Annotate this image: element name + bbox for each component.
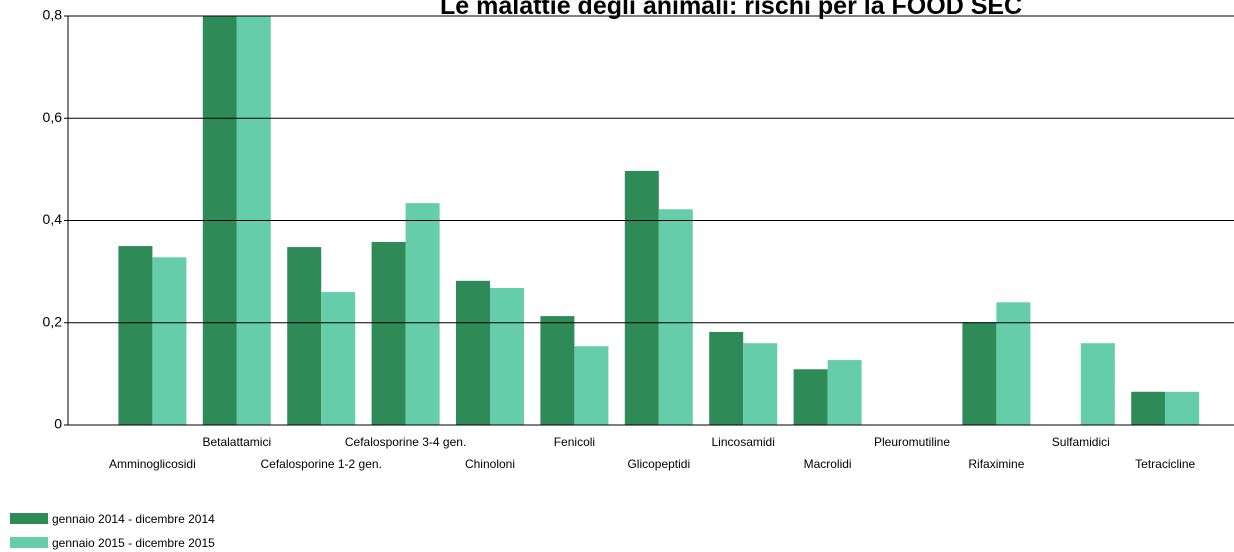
bar <box>152 257 187 425</box>
chart-title: Le malattie degli animali: rischi per la… <box>440 0 1022 20</box>
x-tick-label: Fenicoli <box>554 435 595 449</box>
bar <box>743 343 778 425</box>
bar <box>793 369 828 425</box>
bar <box>709 331 744 425</box>
x-tick-label: Cefalosporine 1-2 gen. <box>260 457 381 471</box>
y-tick-label: 0,6 <box>43 109 63 125</box>
bar <box>574 346 609 425</box>
bar <box>624 170 659 425</box>
bar <box>962 322 997 425</box>
bar <box>658 209 693 425</box>
bar <box>827 360 862 425</box>
bar <box>996 302 1031 425</box>
x-tick-label: Macrolidi <box>804 457 852 471</box>
x-tick-label: Pleuromutiline <box>874 435 950 449</box>
x-tick-label: Lincosamidi <box>712 435 775 449</box>
legend-swatch <box>10 513 48 524</box>
y-tick-label: 0 <box>54 416 62 432</box>
bar <box>321 292 356 425</box>
bar <box>371 241 406 425</box>
bar <box>1131 391 1166 425</box>
x-tick-label: Chinoloni <box>465 457 515 471</box>
bar <box>1080 343 1115 425</box>
bar <box>236 16 271 425</box>
bar <box>1165 391 1200 425</box>
x-tick-label: Cefalosporine 3-4 gen. <box>345 435 466 449</box>
x-tick-label: Glicopeptidi <box>627 457 690 471</box>
x-tick-label: Betalattamici <box>202 435 271 449</box>
bar <box>490 287 524 425</box>
bars <box>118 16 1200 425</box>
x-tick-label: Rifaximine <box>968 457 1024 471</box>
x-tick-label: Sulfamidici <box>1052 435 1110 449</box>
legend-label: gennaio 2014 - dicembre 2014 <box>52 512 215 526</box>
y-tick-label: 0,2 <box>43 313 63 329</box>
bar <box>118 246 153 425</box>
bar <box>540 316 575 425</box>
legend-swatch <box>10 537 48 548</box>
bar <box>202 16 237 425</box>
x-tick-label: Amminoglicosidi <box>109 457 196 471</box>
bar <box>456 280 490 425</box>
x-tick-label: Tetracicline <box>1135 457 1195 471</box>
bar <box>405 203 440 425</box>
y-tick-label: 0,8 <box>43 7 63 23</box>
legend-label: gennaio 2015 - dicembre 2015 <box>52 536 215 550</box>
bar <box>287 247 322 425</box>
y-tick-label: 0,4 <box>43 211 63 227</box>
